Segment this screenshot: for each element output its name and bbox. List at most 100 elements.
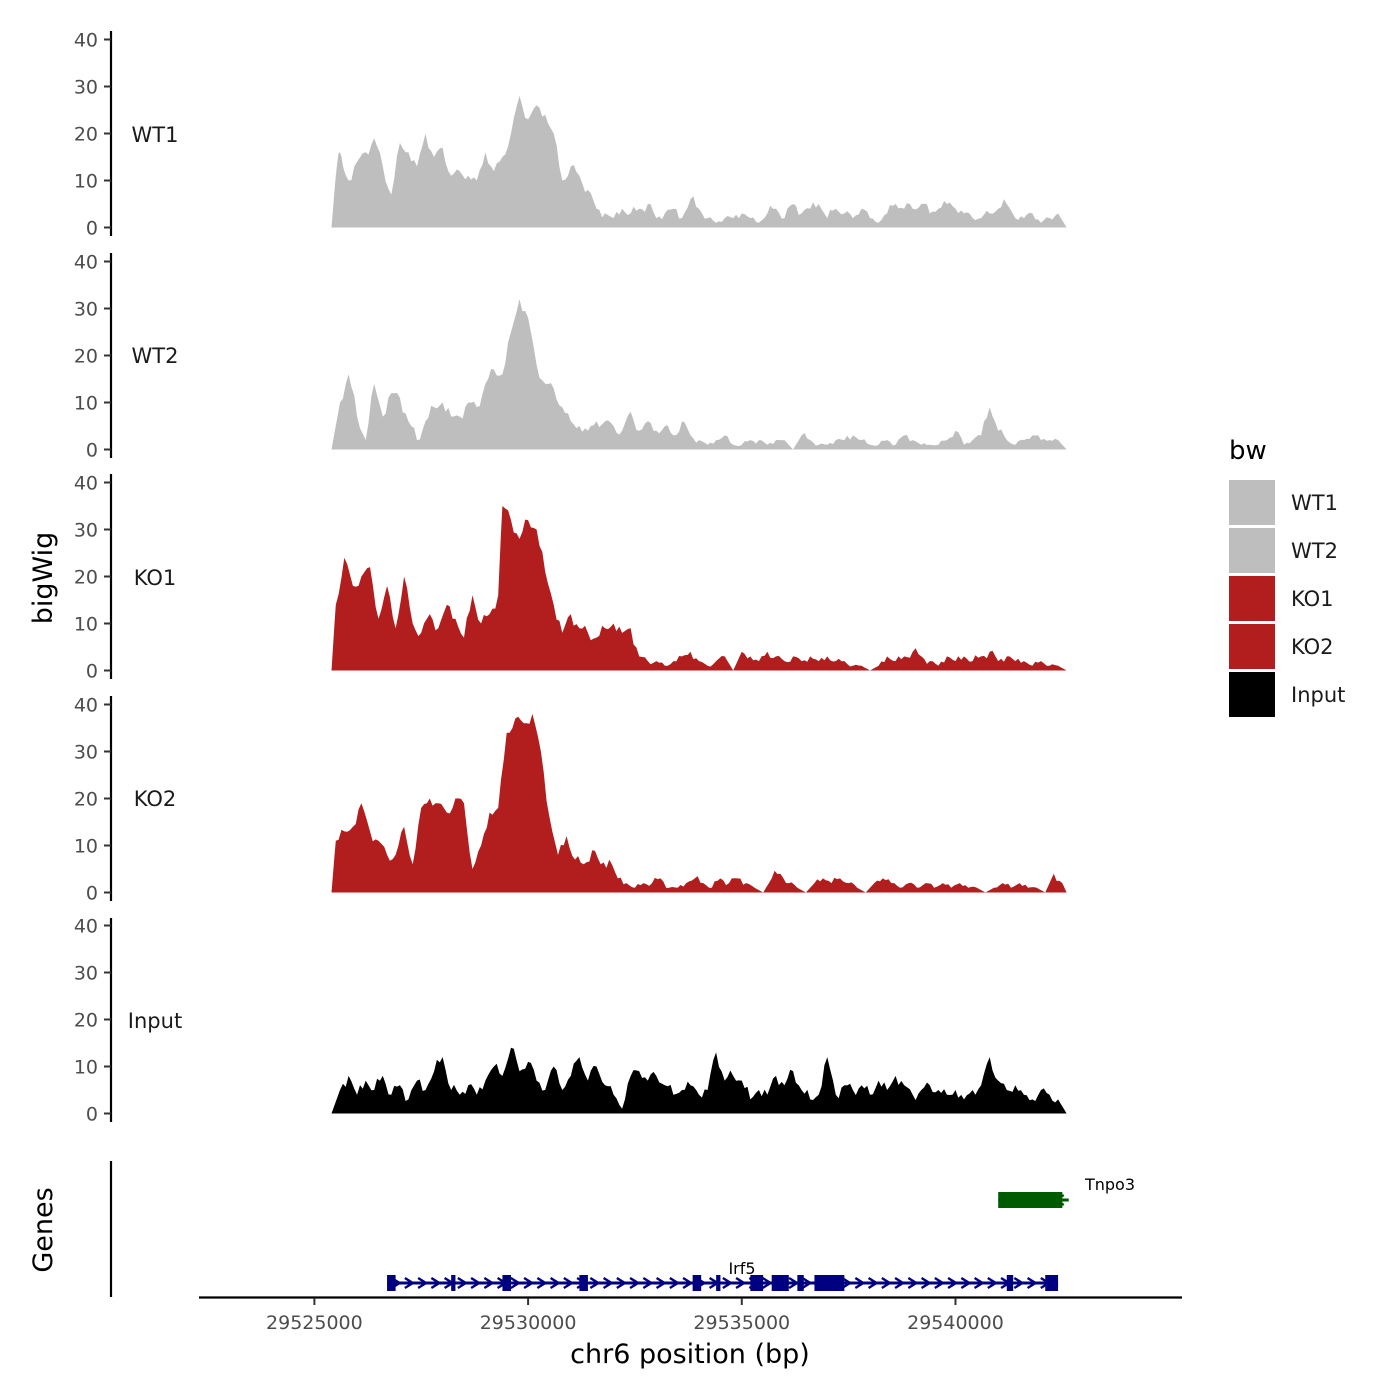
y-tick-label-ko1-0: 0 [86, 661, 98, 683]
y-tick-label-ko2-40: 40 [74, 695, 98, 717]
gene-irf5-exon-7 [750, 1275, 764, 1291]
gene-irf5-strand-arrow [761, 1276, 773, 1290]
gene-irf5-strand-arrow [947, 1276, 959, 1290]
y-tick-label-ko2-10: 10 [74, 836, 98, 858]
track-panel-ko2: 0 10 20 30 40 [74, 695, 1067, 905]
track-label-wt2: WT2 [132, 344, 179, 368]
coverage-area-ko1 [331, 506, 1067, 671]
x-tick-label-29525000: 29525000 [266, 1312, 363, 1334]
y-axis-title: bigWig [28, 532, 59, 625]
gene-irf5-exon-10 [814, 1275, 845, 1291]
gene-irf5-exon-11 [1006, 1275, 1014, 1291]
gene-irf5-strand-arrow [629, 1276, 641, 1290]
gene-irf5-strand-arrow [894, 1276, 906, 1290]
gene-irf5-strand-arrow [867, 1276, 879, 1290]
y-tick-label-ko2-0: 0 [86, 883, 98, 905]
track-panels: 0 10 20 30 40 0 10 20 30 40 0 10 20 30 40 0 10 20 30 40 0 10 2… [74, 30, 1067, 1126]
genes-axis-title: Genes [28, 1187, 59, 1272]
gene-irf5-exon-6 [716, 1275, 721, 1291]
y-tick-label-input-30: 30 [74, 963, 98, 985]
gene-irf5-exon-8 [771, 1275, 789, 1291]
coverage-area-wt2 [331, 299, 1067, 450]
gene-irf5-strand-arrow [934, 1276, 946, 1290]
gene-irf5-exon-9 [797, 1275, 804, 1291]
track-panel-wt2: 0 10 20 30 40 [74, 252, 1067, 462]
track-label-ko2: KO2 [134, 787, 177, 811]
gene-track: Genes Irf5 Tnpo3 [28, 1161, 1135, 1297]
gene-irf5-strand-arrow [960, 1276, 972, 1290]
track-panel-wt1: 0 10 20 30 40 [74, 30, 1067, 240]
gene-irf5-strand-arrow [563, 1276, 575, 1290]
gene-irf5-strand-arrow [682, 1276, 694, 1290]
legend-swatch-input [1229, 672, 1275, 718]
y-tick-label-wt1-20: 20 [74, 124, 98, 146]
coverage-area-ko2 [331, 713, 1067, 893]
gene-irf5-strand-arrow [457, 1276, 469, 1290]
gene-irf5-strand-arrow [801, 1276, 813, 1290]
legend-label-wt1: WT1 [1291, 491, 1338, 515]
x-tick-label-29530000: 29530000 [480, 1312, 577, 1334]
gene-irf5-strand-arrow [536, 1276, 548, 1290]
y-tick-label-wt2-10: 10 [74, 393, 98, 415]
legend-label-wt2: WT2 [1291, 539, 1338, 563]
gene-irf5: Irf5 [387, 1259, 1059, 1291]
gene-irf5-strand-arrow [788, 1276, 800, 1290]
x-axis-title: chr6 position (bp) [570, 1339, 810, 1370]
gene-irf5-strand-arrow [589, 1276, 601, 1290]
gene-irf5-strand-arrow [669, 1276, 681, 1290]
gene-tnpo3: Tnpo3 [998, 1175, 1135, 1208]
gene-irf5-strand-arrow [655, 1276, 667, 1290]
gene-irf5-strand-arrow [470, 1276, 482, 1290]
gene-irf5-strand-arrow [973, 1276, 985, 1290]
gene-irf5-strand-arrow [510, 1276, 522, 1290]
y-tick-label-input-40: 40 [74, 916, 98, 938]
track-panel-ko1: 0 10 20 30 40 [74, 473, 1067, 683]
gene-irf5-strand-arrow [920, 1276, 932, 1290]
y-tick-label-ko1-30: 30 [74, 520, 98, 542]
gene-label-irf5: Irf5 [728, 1259, 755, 1278]
y-tick-label-ko1-40: 40 [74, 473, 98, 495]
legend-label-input: Input [1291, 683, 1345, 707]
gene-irf5-strand-arrow [417, 1276, 429, 1290]
gene-irf5-strand-arrow [602, 1276, 614, 1290]
gene-irf5-exon-3 [502, 1275, 511, 1291]
gene-irf5-strand-arrow [642, 1276, 654, 1290]
track-panel-input: 0 10 20 30 40 [74, 916, 1067, 1126]
x-tick-label-29540000: 29540000 [907, 1312, 1004, 1334]
track-label-ko1: KO1 [134, 566, 177, 590]
gene-label-tnpo3: Tnpo3 [1084, 1175, 1135, 1194]
legend: bw WT1 WT2 KO1 KO2 Input [1229, 436, 1345, 719]
gene-irf5-strand-arrow [735, 1276, 747, 1290]
gene-irf5-exon-5 [692, 1275, 702, 1291]
y-tick-label-wt2-20: 20 [74, 346, 98, 368]
gene-irf5-strand-arrow [854, 1276, 866, 1290]
gene-irf5-strand-arrow [483, 1276, 495, 1290]
gene-irf5-strand-arrow [523, 1276, 535, 1290]
coverage-area-input [331, 1047, 1067, 1114]
y-tick-label-wt1-30: 30 [74, 77, 98, 99]
legend-label-ko2: KO2 [1291, 635, 1334, 659]
y-tick-label-ko2-20: 20 [74, 789, 98, 811]
gene-irf5-strand-arrow [430, 1276, 442, 1290]
legend-swatch-wt2 [1229, 528, 1275, 574]
gene-irf5-strand-arrow [404, 1276, 416, 1290]
track-label-input: Input [128, 1009, 182, 1033]
gene-irf5-exon-2 [451, 1275, 456, 1291]
gene-irf5-strand-arrow [1013, 1276, 1025, 1290]
gene-irf5-strand-arrow [841, 1276, 853, 1290]
coverage-area-wt1 [331, 95, 1067, 228]
x-tick-label-29535000: 29535000 [693, 1312, 790, 1334]
y-tick-label-wt1-40: 40 [74, 30, 98, 52]
gene-irf5-strand-arrow [987, 1276, 999, 1290]
y-tick-label-wt2-0: 0 [86, 440, 98, 462]
gene-irf5-exon-4 [579, 1275, 588, 1291]
gene-irf5-exon-12 [1045, 1275, 1059, 1291]
y-tick-label-wt2-30: 30 [74, 299, 98, 321]
x-axis: 29525000 29530000 29535000 29540000 [199, 1296, 1182, 1334]
y-tick-label-ko1-20: 20 [74, 567, 98, 589]
legend-swatch-ko1 [1229, 576, 1275, 622]
gene-irf5-strand-arrow [1026, 1276, 1038, 1290]
y-tick-label-input-20: 20 [74, 1010, 98, 1032]
gene-irf5-strand-arrow [549, 1276, 561, 1290]
